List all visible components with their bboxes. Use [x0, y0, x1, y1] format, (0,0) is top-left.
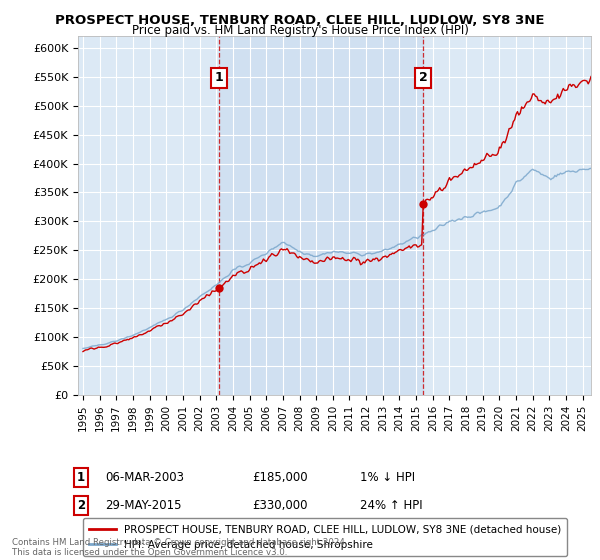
- Text: 1% ↓ HPI: 1% ↓ HPI: [360, 470, 415, 484]
- Text: 2: 2: [77, 498, 85, 512]
- Text: 1: 1: [77, 470, 85, 484]
- Text: 29-MAY-2015: 29-MAY-2015: [105, 498, 182, 512]
- Text: £185,000: £185,000: [252, 470, 308, 484]
- Text: 24% ↑ HPI: 24% ↑ HPI: [360, 498, 422, 512]
- Text: £330,000: £330,000: [252, 498, 308, 512]
- Text: 1: 1: [215, 71, 223, 84]
- Bar: [219, 36, 423, 395]
- Legend: PROSPECT HOUSE, TENBURY ROAD, CLEE HILL, LUDLOW, SY8 3NE (detached house), HPI: : PROSPECT HOUSE, TENBURY ROAD, CLEE HILL,…: [83, 519, 568, 556]
- Text: 06-MAR-2003: 06-MAR-2003: [105, 470, 184, 484]
- Text: 2: 2: [419, 71, 427, 84]
- Text: Price paid vs. HM Land Registry's House Price Index (HPI): Price paid vs. HM Land Registry's House …: [131, 24, 469, 36]
- Text: PROSPECT HOUSE, TENBURY ROAD, CLEE HILL, LUDLOW, SY8 3NE: PROSPECT HOUSE, TENBURY ROAD, CLEE HILL,…: [55, 14, 545, 27]
- Text: Contains HM Land Registry data © Crown copyright and database right 2024.
This d: Contains HM Land Registry data © Crown c…: [12, 538, 347, 557]
